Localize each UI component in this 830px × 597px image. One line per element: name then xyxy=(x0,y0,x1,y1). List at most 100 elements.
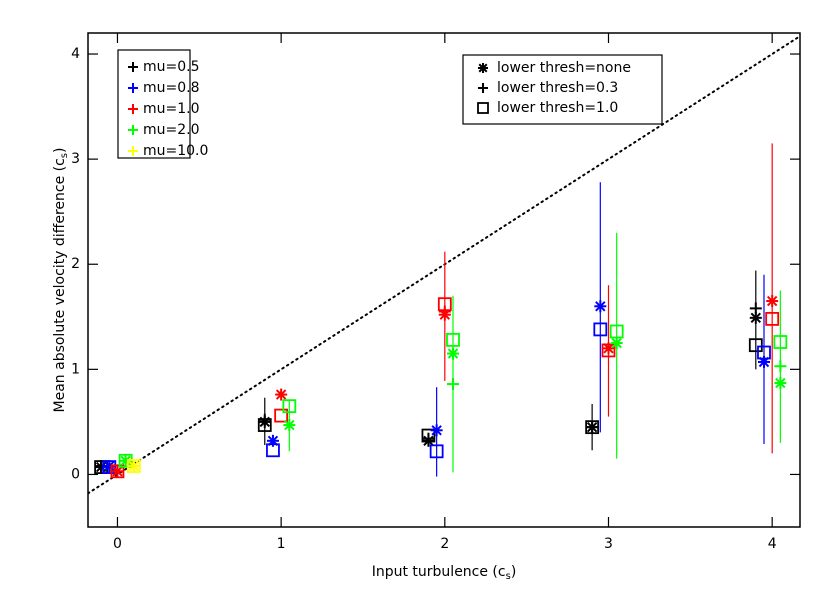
marker-stroke xyxy=(775,377,786,389)
marker-stroke xyxy=(284,419,295,431)
marker-square xyxy=(477,102,489,114)
point-asterisk xyxy=(610,337,623,350)
marker-square xyxy=(274,408,289,423)
marker-stroke xyxy=(478,63,488,73)
legend-symbol xyxy=(128,83,138,93)
legend-label: mu=1.0 xyxy=(143,101,200,117)
point-square xyxy=(593,322,608,337)
marker-square xyxy=(110,464,125,479)
y-label-tail: ) xyxy=(52,148,68,153)
point-asterisk xyxy=(447,347,460,360)
point-square xyxy=(266,443,280,458)
point-asterisk xyxy=(594,300,607,313)
point-square xyxy=(437,297,452,312)
point-asterisk xyxy=(774,377,787,390)
point-square xyxy=(773,335,788,349)
marker-square xyxy=(593,322,608,337)
x-tick-label: 3 xyxy=(604,536,613,552)
marker-square xyxy=(585,420,600,435)
legend-symbol xyxy=(128,62,138,72)
point-plus xyxy=(422,432,435,445)
point-asterisk xyxy=(111,465,124,478)
marker-square xyxy=(773,335,788,349)
marker-square xyxy=(257,418,272,432)
marker-legend-label: lower thresh=1.0 xyxy=(497,100,618,116)
point-square xyxy=(102,460,117,474)
x-tick-label: 4 xyxy=(768,536,777,552)
marker-square xyxy=(609,324,624,339)
x-tick-label: 0 xyxy=(113,536,122,552)
marker-stroke xyxy=(447,348,459,359)
x-tick-label: 1 xyxy=(277,536,286,552)
marker-square xyxy=(437,297,452,312)
x-label-tail: ) xyxy=(511,564,516,580)
point-plus xyxy=(127,460,140,473)
marker-legend-box xyxy=(462,54,663,125)
marker-square xyxy=(266,443,280,458)
point-asterisk xyxy=(283,419,296,432)
identity-line xyxy=(88,35,800,495)
point-asterisk xyxy=(766,295,779,308)
marker-square xyxy=(126,459,141,473)
marker-stroke xyxy=(112,466,123,477)
point-square xyxy=(757,345,771,360)
marker-stroke xyxy=(611,337,622,349)
legend-symbol xyxy=(128,146,138,156)
point-square xyxy=(446,333,460,347)
marker-legend-symbol xyxy=(478,63,488,73)
plot-area xyxy=(88,35,800,495)
legend-label: mu=2.0 xyxy=(143,122,200,138)
legend-label: mu=0.8 xyxy=(143,80,200,96)
marker-legend-symbol xyxy=(478,83,488,93)
marker-stroke xyxy=(275,389,287,400)
point-square xyxy=(274,408,289,423)
y-axis-label: Mean absolute velocity difference (cs) xyxy=(52,148,70,413)
y-tick-label: 4 xyxy=(71,46,80,62)
x-tick-label: 2 xyxy=(440,536,449,552)
marker-stroke xyxy=(766,295,778,307)
marker-square xyxy=(421,428,436,443)
marker-square xyxy=(601,343,616,358)
marker-square xyxy=(429,444,444,459)
point-plus xyxy=(438,305,451,318)
marker-stroke xyxy=(120,455,131,466)
point-square xyxy=(282,399,297,414)
point-square xyxy=(429,444,444,459)
marker-legend-label: lower thresh=none xyxy=(497,60,631,76)
marker-square xyxy=(102,460,117,474)
legend-label: mu=10.0 xyxy=(143,143,208,159)
point-square xyxy=(421,428,436,443)
point-plus xyxy=(749,302,762,315)
point-plus xyxy=(447,378,460,391)
point-square xyxy=(257,418,272,432)
point-plus xyxy=(774,360,787,373)
y-tick-label: 3 xyxy=(71,151,80,167)
point-square xyxy=(609,324,624,339)
point-square xyxy=(748,338,763,353)
y-tick-label: 0 xyxy=(71,466,80,482)
marker-square xyxy=(765,311,780,326)
point-square xyxy=(765,311,780,326)
x-label-main: Input turbulence (c xyxy=(372,564,506,580)
point-asterisk xyxy=(430,424,443,437)
point-square xyxy=(601,343,616,358)
marker-stroke xyxy=(750,312,762,324)
plot-frame xyxy=(87,32,801,528)
point-square xyxy=(126,459,141,473)
x-label-sub: s xyxy=(506,571,511,582)
x-axis-label: Input turbulence (cs) xyxy=(372,564,517,582)
point-asterisk xyxy=(275,388,288,401)
y-label-main: Mean absolute velocity difference (c xyxy=(52,158,68,412)
marker-square xyxy=(282,399,297,414)
marker-square xyxy=(748,338,763,353)
marker-stroke xyxy=(431,425,442,436)
point-square xyxy=(110,464,125,479)
marker-square xyxy=(446,333,460,347)
legend-label: mu=0.5 xyxy=(143,59,200,75)
marker-stroke xyxy=(595,301,606,312)
marker-square xyxy=(757,345,771,360)
legend-symbol xyxy=(128,125,138,135)
y-label-sub: s xyxy=(59,153,70,158)
